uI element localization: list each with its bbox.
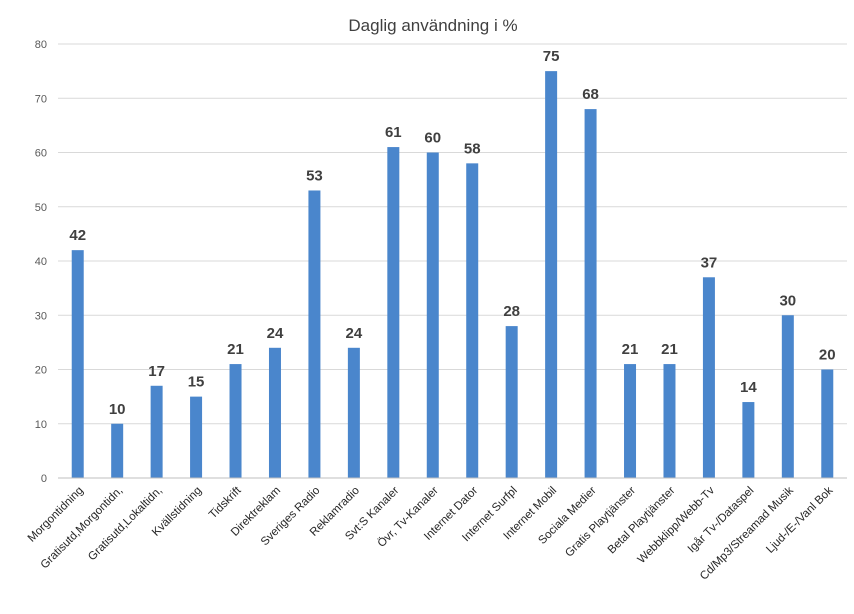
data-label: 21 [227,341,244,358]
y-tick-label: 10 [35,419,47,431]
y-tick-label: 60 [35,148,47,160]
y-tick-label: 50 [35,202,47,214]
x-tick-label: Betal Playtjänster [606,485,678,557]
data-label: 21 [622,341,639,358]
bar [505,326,518,478]
x-tick-label: Tidskrift [207,484,244,521]
y-tick-label: 40 [35,256,47,268]
bar [781,315,794,478]
data-label: 24 [346,325,363,342]
data-label: 28 [503,303,520,320]
data-label: 30 [779,292,796,309]
bar [150,385,163,478]
bar [742,402,755,478]
bar [702,277,715,478]
x-axis-ticks: MorgontidningGratisutd,Morgontidn,Gratis… [26,484,836,583]
bar [545,71,558,478]
data-label: 42 [69,227,86,244]
y-tick-label: 20 [35,365,47,377]
bar [347,347,360,478]
data-label: 75 [543,48,560,65]
bars [71,71,834,478]
x-tick-label: Igår Tv-/Dataspel [686,485,757,556]
x-tick-label: Gratisutd,Lokaltidn, [86,485,165,564]
x-tick-label: Webbklipp/Webb-Tv [636,484,718,566]
y-tick-label: 80 [35,39,47,51]
data-label: 14 [740,379,757,396]
data-label: 58 [464,140,481,157]
bar [268,347,281,478]
data-label: 61 [385,124,402,141]
x-tick-label: Gratis Playtjänster [563,485,638,560]
data-label: 37 [701,254,718,271]
data-label: 24 [267,325,284,342]
bar [624,364,637,478]
data-label: 60 [424,130,441,147]
bar [821,369,834,478]
bar [190,396,203,478]
data-label: 17 [148,363,165,380]
y-tick-label: 30 [35,310,47,322]
x-tick-label: Ljud-/E-/Vanl Bok [764,484,835,555]
bar [308,190,321,478]
bar [584,109,597,478]
bar [229,364,242,478]
bar [466,163,479,478]
bar [663,364,676,478]
bar [111,423,124,478]
bar [426,152,439,478]
data-label: 20 [819,347,836,364]
chart-title: Daglig användning i % [348,16,517,35]
data-label: 15 [188,374,205,391]
bar [71,250,84,478]
data-labels: 42 10 17 15 21 24 53 24 61 60 58 28 75 68 21 21 37 14 30 20 [69,48,835,418]
bar [387,147,400,478]
data-label: 68 [582,86,599,103]
data-label: 21 [661,341,678,358]
data-label: 10 [109,401,126,418]
gridlines [58,43,847,425]
data-label: 53 [306,167,323,184]
y-tick-label: 70 [35,93,47,105]
y-tick-label: 0 [41,473,47,485]
y-axis-ticks: 0 10 20 30 40 50 60 70 80 [35,39,47,485]
